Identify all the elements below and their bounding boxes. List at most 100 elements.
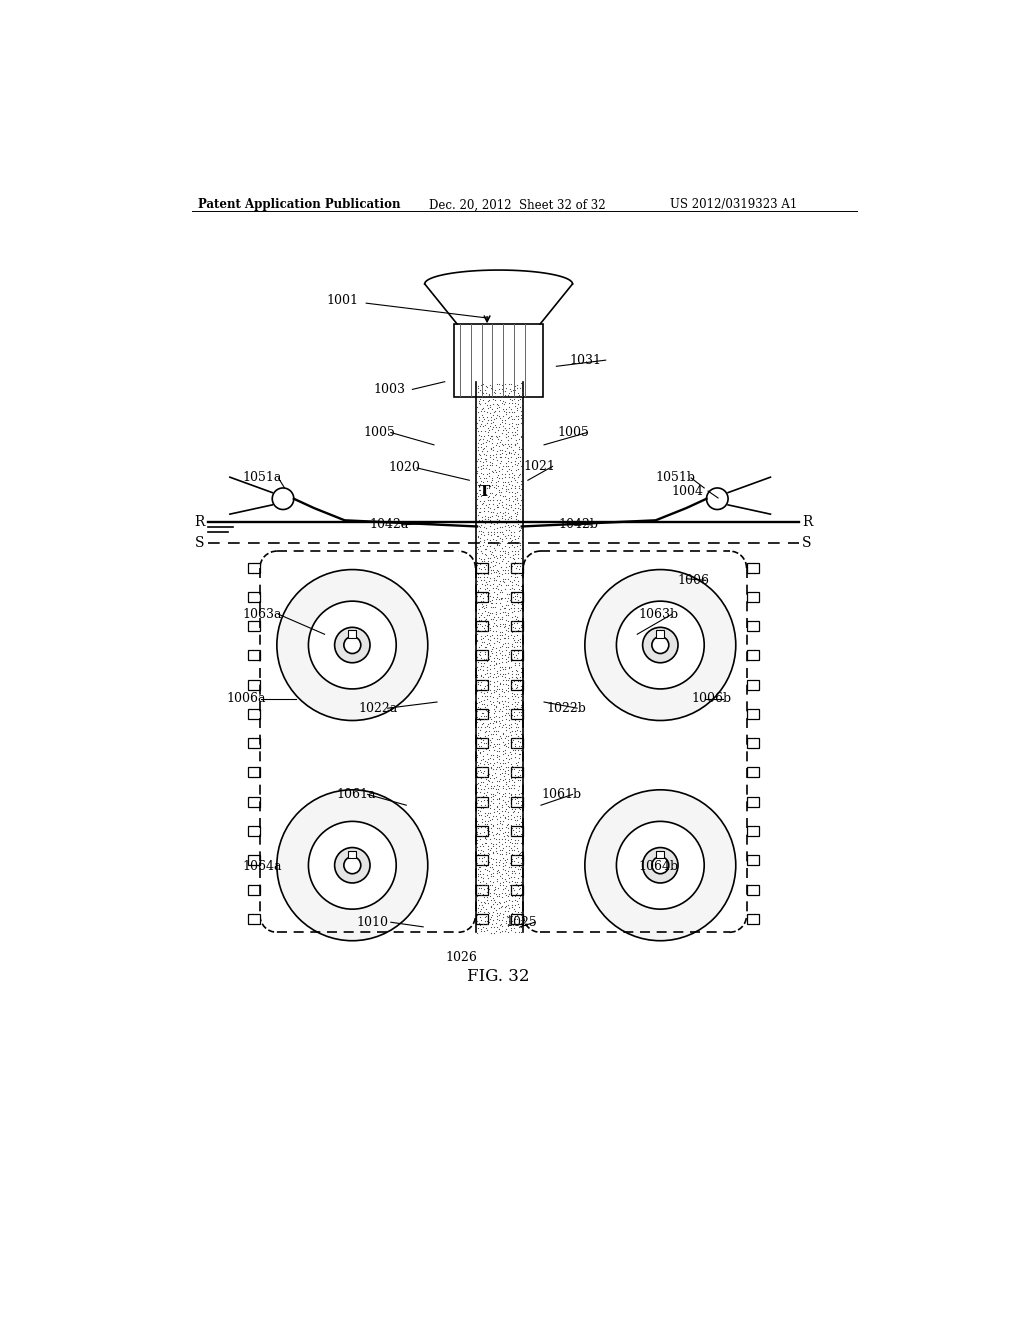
- Text: R: R: [195, 515, 205, 529]
- Circle shape: [707, 488, 728, 510]
- Text: 1022a: 1022a: [358, 702, 397, 714]
- Circle shape: [585, 570, 736, 721]
- Text: S: S: [802, 536, 811, 550]
- Bar: [248, 709, 260, 719]
- Bar: [248, 622, 260, 631]
- Text: S: S: [195, 536, 205, 550]
- Text: 1021: 1021: [523, 459, 555, 473]
- Bar: [475, 884, 487, 895]
- Bar: [511, 651, 523, 660]
- Text: 1025: 1025: [506, 916, 538, 929]
- Bar: [348, 850, 356, 858]
- Bar: [475, 826, 487, 836]
- Circle shape: [643, 847, 678, 883]
- Circle shape: [652, 636, 669, 653]
- Bar: [248, 767, 260, 777]
- Bar: [511, 680, 523, 689]
- Text: 1051a: 1051a: [243, 471, 282, 484]
- Bar: [475, 767, 487, 777]
- Text: T: T: [478, 484, 489, 499]
- Text: 1005: 1005: [558, 426, 590, 440]
- Circle shape: [585, 789, 736, 941]
- Circle shape: [276, 789, 428, 941]
- Bar: [248, 562, 260, 573]
- Bar: [475, 651, 487, 660]
- Text: 1064a: 1064a: [243, 861, 282, 874]
- Circle shape: [652, 857, 669, 874]
- Bar: [746, 738, 759, 748]
- Bar: [746, 826, 759, 836]
- Text: 1020: 1020: [388, 462, 421, 474]
- Text: 1063a: 1063a: [243, 607, 282, 620]
- Circle shape: [643, 627, 678, 663]
- Text: 1006b: 1006b: [691, 693, 731, 705]
- Bar: [248, 913, 260, 924]
- Text: 1004: 1004: [672, 484, 703, 498]
- Bar: [746, 884, 759, 895]
- Bar: [746, 622, 759, 631]
- Circle shape: [272, 488, 294, 510]
- Circle shape: [344, 857, 360, 874]
- Bar: [454, 323, 544, 397]
- Circle shape: [335, 627, 370, 663]
- Circle shape: [616, 601, 705, 689]
- Bar: [746, 855, 759, 866]
- Text: Patent Application Publication: Patent Application Publication: [199, 198, 400, 211]
- Text: Dec. 20, 2012  Sheet 32 of 32: Dec. 20, 2012 Sheet 32 of 32: [429, 198, 606, 211]
- Bar: [475, 622, 487, 631]
- Bar: [248, 855, 260, 866]
- Bar: [475, 680, 487, 689]
- Bar: [348, 631, 356, 638]
- Bar: [511, 591, 523, 602]
- Text: 1003: 1003: [373, 383, 406, 396]
- Bar: [746, 709, 759, 719]
- Bar: [511, 884, 523, 895]
- Text: FIG. 32: FIG. 32: [467, 969, 529, 986]
- Text: 1026: 1026: [445, 952, 477, 964]
- Text: 1010: 1010: [356, 916, 388, 929]
- Bar: [248, 797, 260, 807]
- Text: 1005: 1005: [364, 426, 395, 440]
- Bar: [511, 562, 523, 573]
- Text: 1006a: 1006a: [226, 693, 266, 705]
- Circle shape: [616, 821, 705, 909]
- Text: 1051b: 1051b: [655, 471, 695, 484]
- Bar: [656, 850, 665, 858]
- Bar: [248, 738, 260, 748]
- Bar: [475, 591, 487, 602]
- Text: R: R: [802, 515, 812, 529]
- Text: 1031: 1031: [569, 354, 601, 367]
- Text: 1064b: 1064b: [639, 861, 679, 874]
- Circle shape: [276, 570, 428, 721]
- Bar: [746, 680, 759, 689]
- Circle shape: [308, 821, 396, 909]
- Bar: [746, 651, 759, 660]
- Bar: [746, 591, 759, 602]
- Bar: [475, 855, 487, 866]
- Bar: [248, 591, 260, 602]
- Text: 1006: 1006: [677, 574, 710, 587]
- Bar: [475, 797, 487, 807]
- Circle shape: [335, 847, 370, 883]
- Bar: [511, 913, 523, 924]
- Bar: [475, 562, 487, 573]
- Bar: [511, 855, 523, 866]
- Text: 1001: 1001: [327, 294, 358, 308]
- Bar: [248, 651, 260, 660]
- Bar: [511, 826, 523, 836]
- Text: 1042a: 1042a: [370, 519, 409, 532]
- Text: US 2012/0319323 A1: US 2012/0319323 A1: [670, 198, 797, 211]
- Bar: [656, 631, 665, 638]
- Circle shape: [344, 636, 360, 653]
- Text: 1061a: 1061a: [337, 788, 377, 801]
- Bar: [511, 738, 523, 748]
- Bar: [511, 709, 523, 719]
- Bar: [746, 767, 759, 777]
- Text: 1063b: 1063b: [639, 607, 679, 620]
- Bar: [248, 680, 260, 689]
- Bar: [746, 562, 759, 573]
- Bar: [248, 884, 260, 895]
- Bar: [475, 709, 487, 719]
- Bar: [746, 913, 759, 924]
- Bar: [248, 826, 260, 836]
